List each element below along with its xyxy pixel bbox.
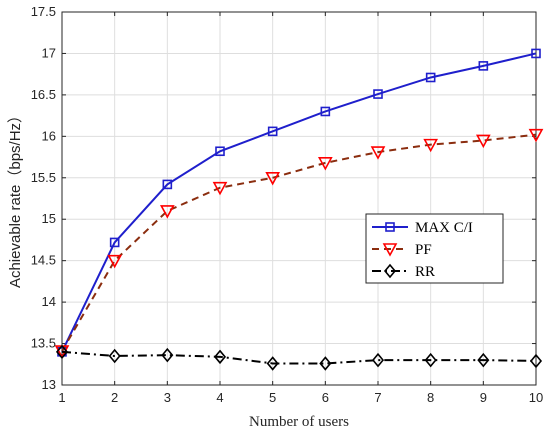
x-tick-label: 2 — [111, 390, 118, 405]
data-point — [162, 179, 173, 190]
legend-marker — [383, 263, 397, 279]
series-line — [61, 350, 537, 365]
data-point — [108, 348, 121, 364]
data-point — [266, 356, 279, 371]
x-tick-label: 3 — [164, 390, 171, 405]
x-axis-title: Number of users — [249, 414, 349, 430]
data-point — [265, 171, 281, 186]
x-tick-label: 6 — [322, 390, 329, 405]
legend-entry: RR — [372, 263, 435, 280]
x-tick-label: 1 — [58, 390, 65, 405]
legend-marker — [382, 243, 398, 257]
data-point — [161, 347, 174, 363]
data-point — [319, 356, 332, 371]
data-point — [531, 48, 541, 59]
data-point — [425, 72, 436, 83]
legend-label: PF — [415, 242, 432, 258]
x-tick-label: 9 — [480, 390, 487, 405]
series-max-c-i — [57, 48, 541, 357]
y-tick-label: 13.5 — [31, 336, 56, 351]
data-point — [107, 254, 123, 269]
y-tick-label: 16.5 — [31, 87, 56, 102]
series-lines — [54, 48, 544, 371]
data-point — [478, 61, 489, 71]
legend-entry: PF — [372, 242, 432, 258]
data-point — [212, 181, 228, 196]
data-point — [423, 138, 439, 153]
data-point — [320, 106, 331, 117]
x-tick-label: 10 — [529, 390, 543, 405]
gridlines — [61, 11, 537, 386]
series-line — [61, 133, 537, 352]
plot-area-frame — [61, 11, 537, 386]
legend-entry: MAX C/I — [372, 220, 473, 236]
data-point — [267, 126, 278, 137]
y-tick-label: 14 — [42, 294, 56, 309]
y-axis-title: Achievable rate（bps/Hz） — [7, 108, 24, 288]
data-point — [109, 237, 120, 248]
legend-label: MAX C/I — [415, 220, 473, 236]
data-point — [424, 352, 437, 368]
y-tick-label: 16 — [42, 128, 56, 143]
x-tick-label: 8 — [427, 390, 434, 405]
data-point — [215, 146, 225, 157]
series-rr — [55, 344, 543, 371]
data-point — [55, 344, 69, 360]
y-tick-label: 13 — [42, 377, 56, 392]
data-point — [477, 352, 490, 368]
data-point — [370, 146, 386, 160]
axis-ticks: 1 2 3 4 5 6 7 8 9 10 13 13.5 14 14.5 15 15.5 16 16.5 17 17.… — [31, 4, 544, 405]
series-pf — [54, 128, 544, 359]
data-point — [317, 157, 333, 171]
legend-label: RR — [415, 264, 435, 280]
data-point — [373, 89, 383, 99]
data-point — [213, 349, 227, 365]
y-tick-label: 15 — [42, 211, 56, 226]
data-point — [475, 134, 491, 149]
x-tick-label: 7 — [374, 390, 381, 405]
data-point — [528, 128, 544, 143]
legend-marker — [385, 222, 395, 232]
data-point — [159, 205, 175, 219]
series-line — [61, 52, 537, 353]
data-point — [529, 353, 543, 369]
x-tick-label: 5 — [269, 390, 276, 405]
legend: MAX C/I PF RR — [365, 213, 504, 284]
y-tick-label: 17.5 — [31, 4, 56, 19]
y-tick-label: 15.5 — [31, 170, 56, 185]
x-tick-label: 4 — [216, 390, 223, 405]
y-tick-label: 14.5 — [31, 253, 56, 268]
data-point — [371, 352, 385, 368]
y-tick-label: 17 — [42, 45, 56, 60]
